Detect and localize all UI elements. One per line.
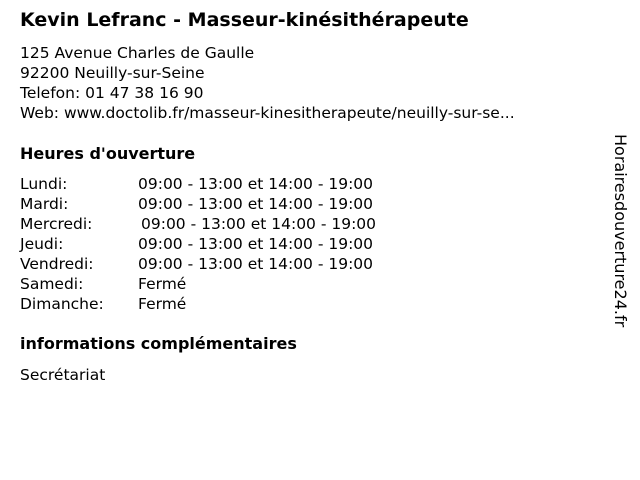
hours-heading: Heures d'ouverture [20,144,196,163]
day-label: Mardi: [20,195,69,213]
page-title: Kevin Lefranc - Masseur-kinésithérapeute [20,9,469,31]
day-label: Lundi: [20,175,68,193]
watermark: Horairesdouverture24.fr [611,134,630,328]
hours-row: Mercredi: 09:00 - 13:00 et 14:00 - 19:00 [20,214,376,234]
hours-row: Mardi: 09:00 - 13:00 et 14:00 - 19:00 [20,194,373,214]
info-heading: informations complémentaires [20,334,297,353]
info-text: Secrétariat [20,366,106,384]
hours-row: Samedi: Fermé [20,274,186,294]
hours-value: 09:00 - 13:00 et 14:00 - 19:00 [138,175,374,193]
day-label: Dimanche: [20,295,104,313]
hours-value: 09:00 - 13:00 et 14:00 - 19:00 [138,195,374,213]
hours-value: Fermé [138,275,187,293]
address-city: 92200 Neuilly-sur-Seine [20,64,205,82]
hours-row: Jeudi: 09:00 - 13:00 et 14:00 - 19:00 [20,234,373,254]
day-label: Samedi: [20,275,84,293]
day-label: Jeudi: [20,235,64,253]
hours-value: 09:00 - 13:00 et 14:00 - 19:00 [138,255,374,273]
day-label: Mercredi: [20,215,93,233]
hours-value: 09:00 - 13:00 et 14:00 - 19:00 [141,215,377,233]
hours-value: 09:00 - 13:00 et 14:00 - 19:00 [138,235,374,253]
hours-row: Lundi: 09:00 - 13:00 et 14:00 - 19:00 [20,174,373,194]
hours-value: Fermé [138,295,187,313]
hours-row: Vendredi: 09:00 - 13:00 et 14:00 - 19:00 [20,254,373,274]
website-link[interactable]: Web: www.doctolib.fr/masseur-kinesithera… [20,104,515,122]
hours-row: Dimanche: Fermé [20,294,186,314]
address-street: 125 Avenue Charles de Gaulle [20,44,255,62]
phone: Telefon: 01 47 38 16 90 [20,84,204,102]
day-label: Vendredi: [20,255,94,273]
